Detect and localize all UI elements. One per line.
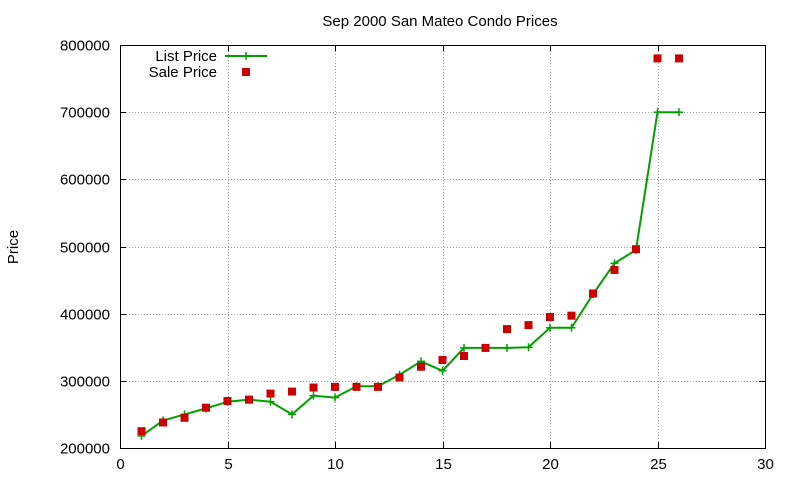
list-price-point — [567, 323, 576, 332]
grid — [120, 45, 765, 448]
sale-price-point — [546, 313, 554, 322]
list-price-point — [288, 410, 296, 419]
axis-ticks: 0 5 10 15 20 25 30 200000 300000 400000 500000 6000… — [60, 38, 774, 474]
legend-entry: List Price — [155, 48, 267, 65]
x-tick-label: 0 — [116, 456, 124, 473]
sale-price-point — [159, 418, 167, 427]
sale-price-point — [266, 389, 275, 398]
list-price-point — [331, 393, 339, 402]
x-tick-label: 20 — [542, 456, 559, 473]
sale-price-point — [653, 54, 662, 63]
x-tick-label: 25 — [650, 456, 667, 473]
list-price-point — [503, 343, 511, 352]
y-tick-label: 700000 — [60, 105, 110, 122]
sale-price-point — [481, 343, 490, 352]
list-price-line — [140, 111, 679, 437]
sale-price-point — [610, 266, 619, 275]
sale-price-point — [589, 289, 597, 298]
legend-label: Sale Price — [149, 64, 217, 81]
legend-cross-swatch — [242, 52, 250, 60]
list-price-point — [309, 391, 318, 400]
list-price-point — [653, 108, 662, 117]
sale-price-point — [137, 427, 146, 436]
sale-price-point — [460, 351, 468, 360]
x-tick-label: 15 — [435, 456, 452, 473]
legend-entry: Sale Price — [149, 64, 250, 81]
sale-price-point — [245, 395, 253, 404]
legend-label: List Price — [155, 48, 217, 65]
y-tick-label: 500000 — [60, 240, 110, 257]
list-price-point — [610, 259, 619, 268]
sale-price-point — [524, 321, 533, 330]
sale-price-point — [632, 245, 640, 254]
x-tick-label: 5 — [224, 456, 232, 473]
sale-price-point — [438, 356, 447, 365]
legend-square-swatch — [242, 68, 250, 76]
sale-price-point — [223, 396, 232, 405]
y-axis-label: Price — [5, 230, 22, 264]
y-tick-label: 800000 — [60, 38, 110, 55]
y-tick-label: 200000 — [60, 441, 110, 458]
sale-price-point — [309, 383, 318, 392]
sale-price-point — [567, 311, 576, 320]
y-tick-label: 600000 — [60, 172, 110, 189]
x-tick-label: 30 — [757, 456, 774, 473]
list-price-point — [675, 108, 683, 117]
sale-price-point — [288, 387, 296, 396]
data-series — [137, 54, 683, 440]
plot-frame — [120, 45, 766, 449]
sale-price-point — [180, 413, 189, 422]
list-price-point — [266, 397, 275, 406]
y-tick-label: 300000 — [60, 374, 110, 391]
chart-title: Sep 2000 San Mateo Condo Prices — [322, 13, 557, 30]
list-price-point — [460, 343, 468, 352]
y-tick-label: 400000 — [60, 307, 110, 324]
x-tick-label: 10 — [327, 456, 344, 473]
sale-price-point — [202, 403, 210, 412]
list-price-point — [524, 343, 533, 352]
sale-price-point — [331, 382, 339, 391]
series-sale-price — [137, 54, 683, 436]
sale-price-point — [417, 362, 425, 371]
sale-price-point — [395, 373, 404, 382]
list-price-point — [438, 366, 447, 375]
sale-price-point — [352, 382, 361, 391]
list-price-point — [546, 323, 554, 332]
sale-price-point — [503, 325, 511, 334]
series-list-price — [137, 108, 683, 440]
sale-price-point — [675, 54, 683, 63]
sale-price-point — [374, 382, 382, 391]
